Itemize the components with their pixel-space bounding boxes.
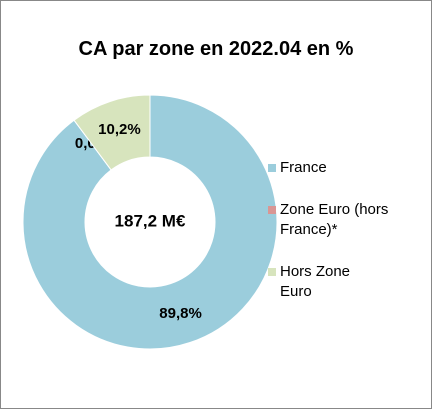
chart-title: CA par zone en 2022.04 en % (78, 38, 354, 60)
donut-slice (22, 94, 278, 350)
center-label: 187,2 M€ (115, 211, 186, 230)
legend-swatch (268, 164, 276, 172)
legend-item: Zone Euro (hors France)* (268, 200, 405, 240)
legend-item: France (268, 158, 405, 178)
legend: France Zone Euro (hors France)* Hors Zone … (268, 158, 405, 324)
data-label: 10,2% (98, 121, 141, 138)
legend-swatch (268, 268, 276, 276)
legend-label: Zone Euro (hors France)* (280, 201, 389, 238)
legend-item: Hors Zone Euro (268, 262, 405, 302)
donut-slice (73, 94, 151, 171)
legend-swatch (268, 206, 276, 214)
data-label: 89,8% (159, 305, 202, 322)
legend-label: France (280, 159, 327, 176)
legend-label: Hors Zone Euro (280, 263, 351, 300)
